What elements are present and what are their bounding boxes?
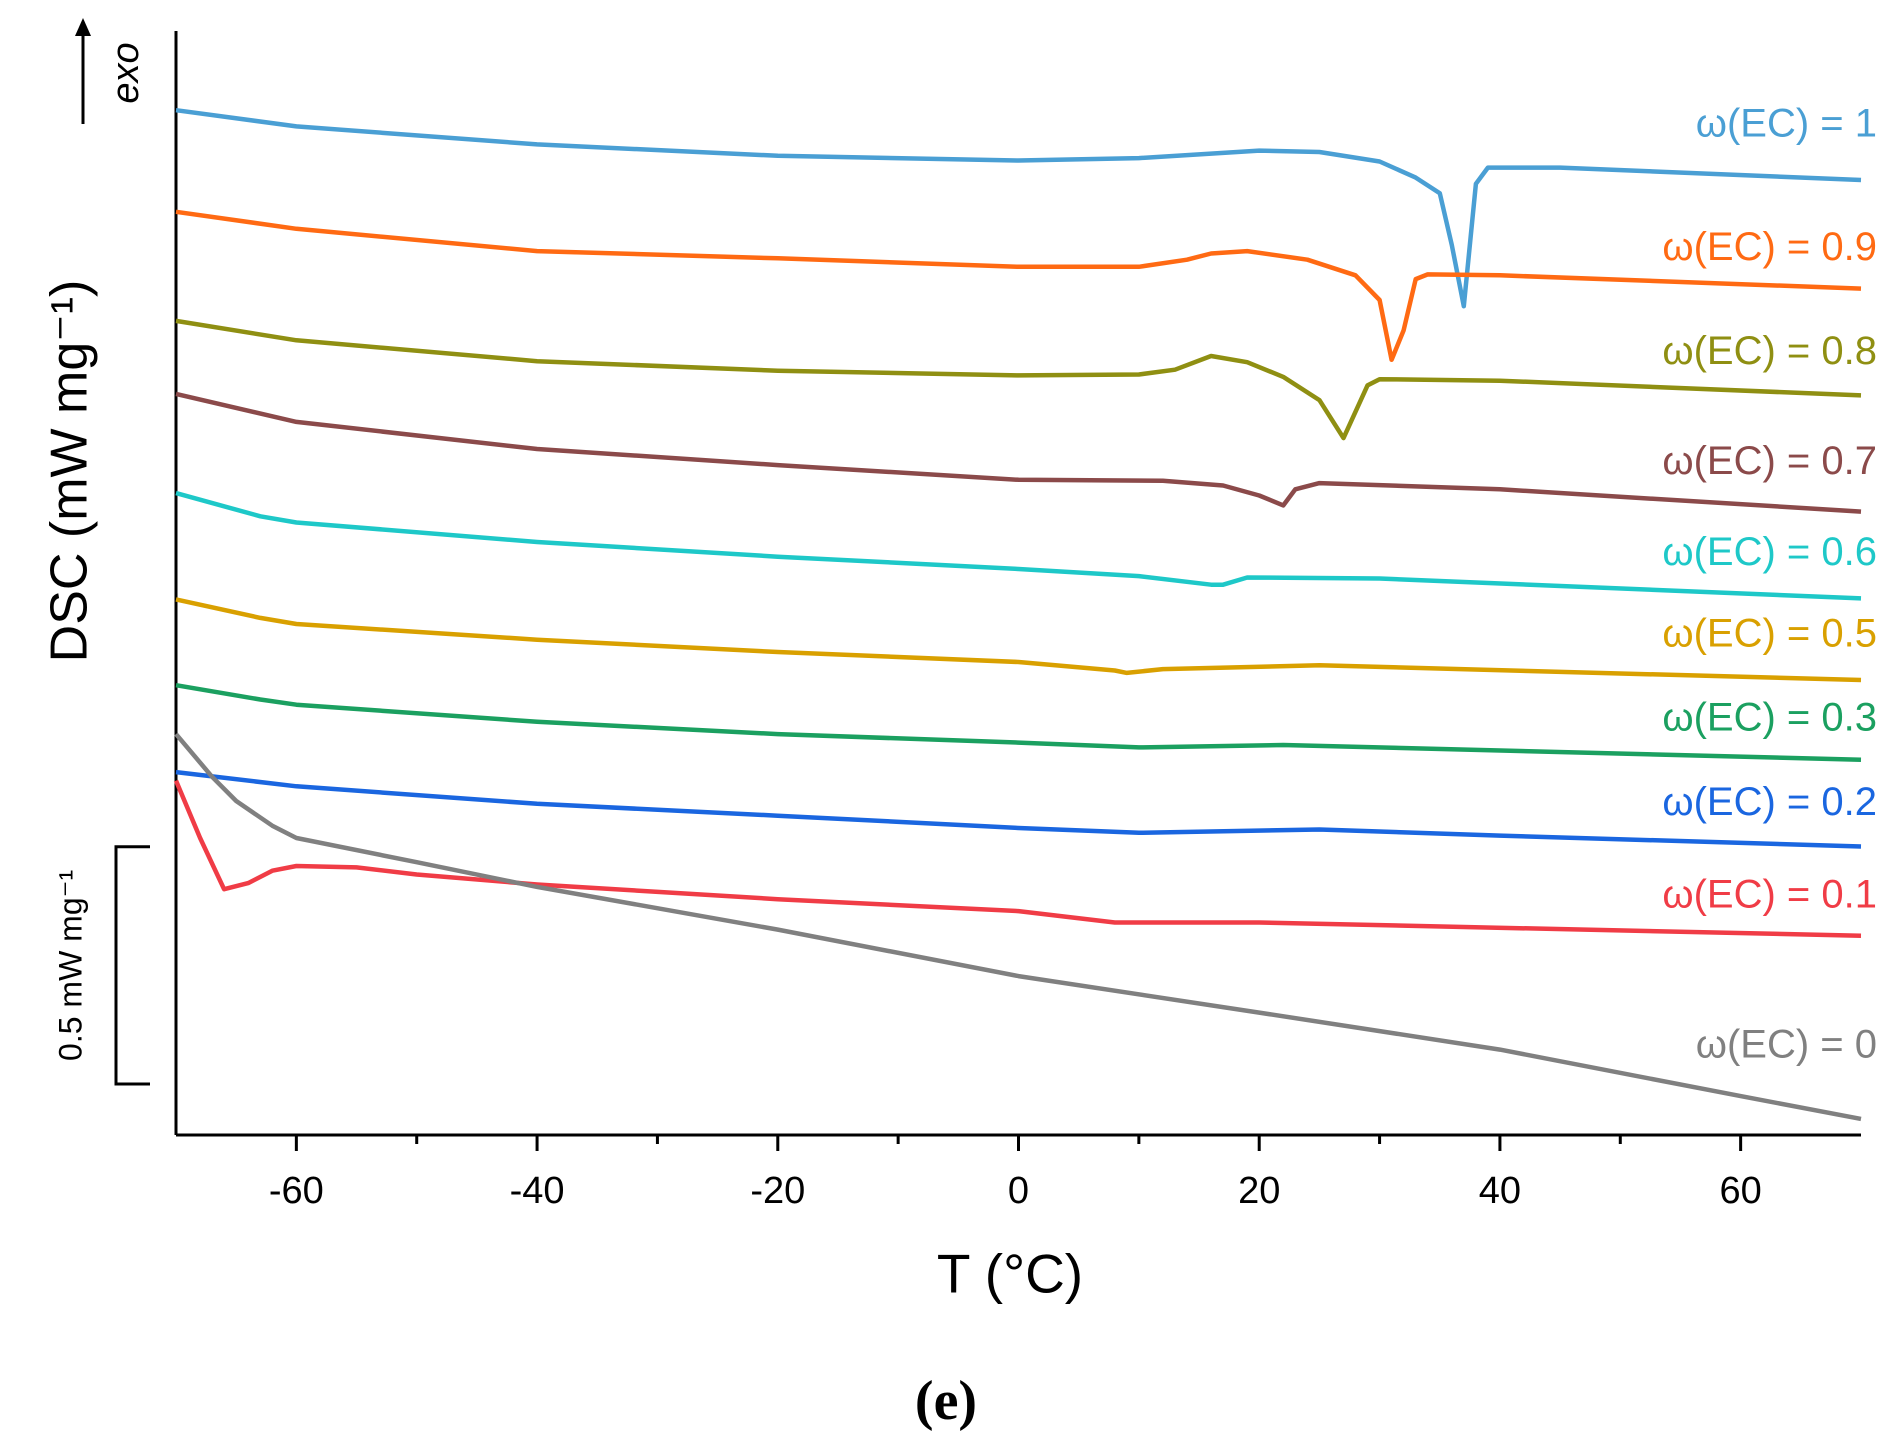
x-axis-label: T (°C) (937, 1243, 1083, 1305)
legend-label: ω(EC) = 0.9 (1662, 225, 1877, 269)
scale-bar (114, 845, 150, 1086)
series-line (175, 769, 1862, 849)
exo-label: exo (105, 42, 147, 103)
x-tick-label: 0 (1008, 1170, 1029, 1212)
series-line (175, 682, 1862, 762)
legend-label: ω(EC) = 0.8 (1662, 329, 1877, 373)
legend-label: ω(EC) = 0.2 (1662, 780, 1877, 824)
legend-label: ω(EC) = 0 (1696, 1022, 1877, 1066)
y-axis-label: DSC (mW mg⁻¹) (41, 280, 99, 663)
x-tick-label: -40 (510, 1170, 565, 1212)
legend-label: ω(EC) = 1 (1696, 102, 1877, 146)
legend-label: ω(EC) = 0.6 (1662, 530, 1877, 574)
legend-label: ω(EC) = 0.5 (1662, 612, 1877, 656)
x-tick-label: -60 (269, 1170, 324, 1212)
x-tick-label: -20 (750, 1170, 805, 1212)
x-tick-label: 60 (1720, 1170, 1762, 1212)
series-line (175, 490, 1862, 601)
series-line (175, 597, 1862, 683)
x-tick-label: 20 (1238, 1170, 1280, 1212)
x-tick-label: 40 (1479, 1170, 1521, 1212)
series-line (173, 779, 1862, 938)
series-line (175, 209, 1862, 363)
series-line (175, 391, 1862, 514)
exo-arrowhead (75, 18, 91, 36)
caption: (e) (915, 1370, 977, 1432)
legend-label: ω(EC) = 0.7 (1662, 439, 1877, 483)
series-line (174, 732, 1862, 1122)
scale-bar-label: 0.5 mW mg⁻¹ (52, 870, 88, 1061)
legend-label: ω(EC) = 0.1 (1662, 872, 1877, 916)
series-line (175, 107, 1862, 309)
series-line (175, 318, 1862, 441)
legend-label: ω(EC) = 0.3 (1662, 695, 1877, 739)
